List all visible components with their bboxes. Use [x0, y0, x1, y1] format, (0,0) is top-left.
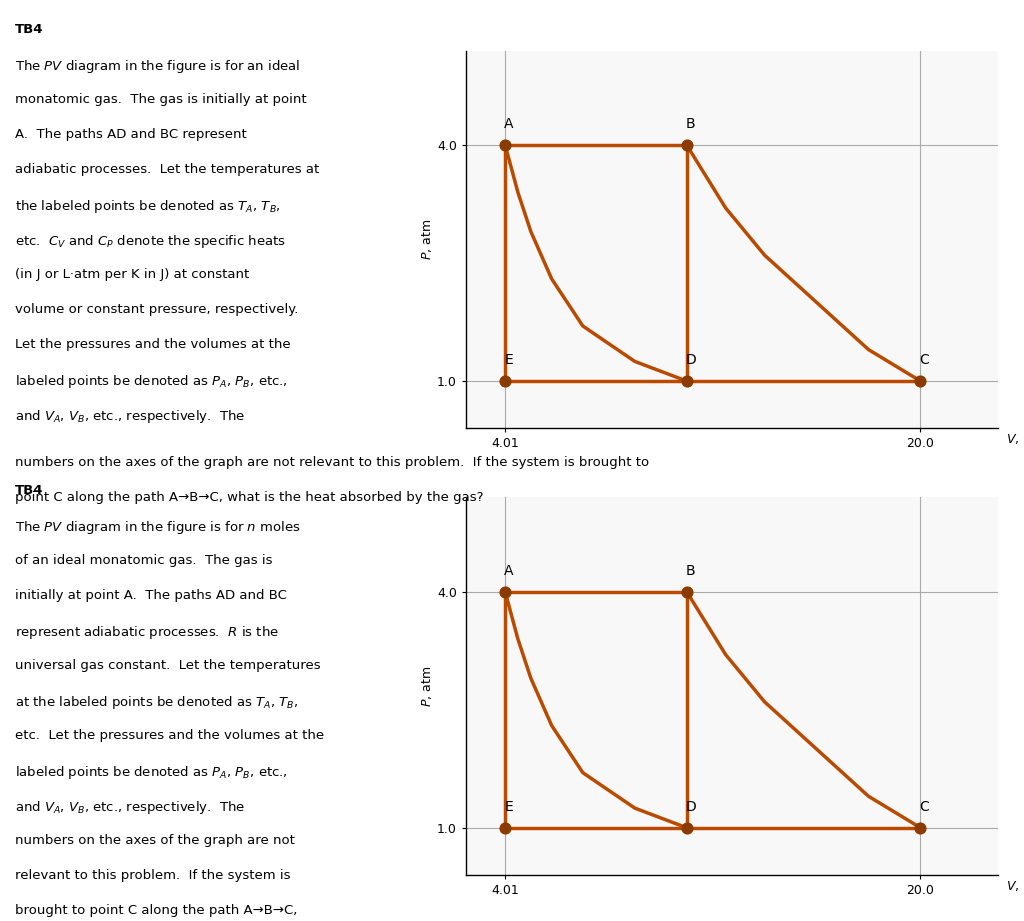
Text: A: A [504, 117, 514, 131]
Text: labeled points be denoted as $P_A$, $P_B$, etc.,: labeled points be denoted as $P_A$, $P_B… [15, 373, 288, 390]
Point [497, 585, 513, 600]
Text: adiabatic processes.  Let the temperatures at: adiabatic processes. Let the temperature… [15, 163, 319, 176]
Text: D: D [685, 799, 696, 813]
Text: E: E [505, 799, 513, 813]
Text: at the labeled points be denoted as $T_A$, $T_B$,: at the labeled points be denoted as $T_A… [15, 694, 299, 710]
Text: The $PV$ diagram in the figure is for $n$ moles: The $PV$ diagram in the figure is for $n… [15, 519, 301, 535]
Text: universal gas constant.  Let the temperatures: universal gas constant. Let the temperat… [15, 659, 321, 671]
Text: (in J or L·atm per K in J) at constant: (in J or L·atm per K in J) at constant [15, 268, 250, 281]
Point [679, 821, 695, 835]
Point [912, 821, 929, 835]
Text: the labeled points be denoted as $T_A$, $T_B$,: the labeled points be denoted as $T_A$, … [15, 198, 281, 215]
Text: TB4: TB4 [15, 484, 44, 496]
Text: brought to point C along the path A→B→C,: brought to point C along the path A→B→C, [15, 904, 298, 916]
Point [497, 821, 513, 835]
Text: A: A [504, 564, 514, 577]
Point [679, 585, 695, 600]
Text: initially at point A.  The paths AD and BC: initially at point A. The paths AD and B… [15, 589, 288, 601]
Text: C: C [920, 353, 929, 367]
Text: numbers on the axes of the graph are not: numbers on the axes of the graph are not [15, 834, 295, 846]
Text: point C along the path A→B→C, what is the heat absorbed by the gas?: point C along the path A→B→C, what is th… [15, 491, 484, 504]
Point [679, 374, 695, 389]
Point [679, 137, 695, 152]
Text: B: B [686, 117, 695, 131]
Text: The $PV$ diagram in the figure is for an ideal: The $PV$ diagram in the figure is for an… [15, 58, 301, 75]
Text: C: C [920, 799, 929, 813]
Text: etc.  Let the pressures and the volumes at the: etc. Let the pressures and the volumes a… [15, 729, 325, 741]
Text: A.  The paths AD and BC represent: A. The paths AD and BC represent [15, 128, 247, 141]
Text: $V$, L: $V$, L [1007, 432, 1024, 446]
Text: Let the pressures and the volumes at the: Let the pressures and the volumes at the [15, 338, 291, 351]
Text: and $V_A$, $V_B$, etc., respectively.  The: and $V_A$, $V_B$, etc., respectively. Th… [15, 799, 246, 815]
Y-axis label: $P$, atm: $P$, atm [420, 219, 434, 260]
Text: B: B [686, 564, 695, 577]
Point [497, 374, 513, 389]
Text: and $V_A$, $V_B$, etc., respectively.  The: and $V_A$, $V_B$, etc., respectively. Th… [15, 408, 246, 425]
Y-axis label: $P$, atm: $P$, atm [420, 666, 434, 706]
Point [912, 374, 929, 389]
Text: represent adiabatic processes.  $R$ is the: represent adiabatic processes. $R$ is th… [15, 624, 280, 640]
Text: numbers on the axes of the graph are not relevant to this problem.  If the syste: numbers on the axes of the graph are not… [15, 456, 649, 469]
Point [497, 137, 513, 152]
Text: labeled points be denoted as $P_A$, $P_B$, etc.,: labeled points be denoted as $P_A$, $P_B… [15, 764, 288, 780]
Text: of an ideal monatomic gas.  The gas is: of an ideal monatomic gas. The gas is [15, 554, 272, 566]
Text: $V$, L: $V$, L [1007, 879, 1024, 892]
Text: D: D [685, 353, 696, 367]
Text: etc.  $C_V$ and $C_P$ denote the specific heats: etc. $C_V$ and $C_P$ denote the specific… [15, 233, 287, 250]
Text: monatomic gas.  The gas is initially at point: monatomic gas. The gas is initially at p… [15, 93, 307, 106]
Text: TB4: TB4 [15, 23, 44, 36]
Text: relevant to this problem.  If the system is: relevant to this problem. If the system … [15, 869, 291, 881]
Text: volume or constant pressure, respectively.: volume or constant pressure, respectivel… [15, 303, 299, 316]
Text: E: E [505, 353, 513, 367]
